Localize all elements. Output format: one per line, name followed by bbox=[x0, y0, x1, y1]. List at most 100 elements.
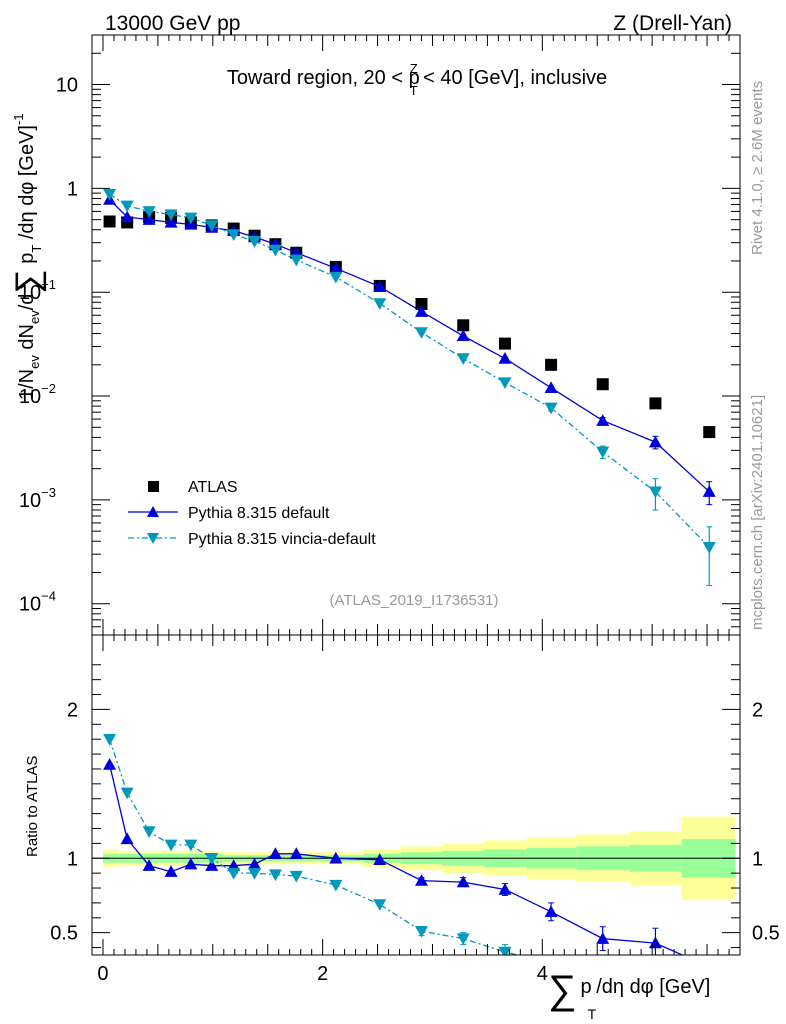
point-square bbox=[121, 216, 134, 229]
point-triangle-down bbox=[120, 200, 134, 213]
point-square bbox=[703, 426, 716, 439]
ratio-frame bbox=[91, 634, 741, 956]
ratio-point-triangle-up bbox=[456, 875, 470, 888]
point-triangle-up bbox=[596, 414, 610, 426]
ratio-point-triangle-down bbox=[227, 867, 241, 880]
point-triangle-up bbox=[373, 280, 387, 292]
ratio-tick-label-left: 0.5 bbox=[50, 923, 78, 945]
x-tick-label: 0 bbox=[97, 963, 108, 985]
point-square bbox=[457, 319, 470, 332]
ratio-point-triangle-down bbox=[205, 853, 219, 865]
point-square bbox=[498, 337, 511, 350]
series-line-1 bbox=[109, 199, 710, 493]
legend-label-default: Pythia 8.315 default bbox=[188, 505, 330, 522]
main-ticks: 10 1 10−1 10−2 10−3 10−4 bbox=[19, 34, 741, 636]
ratio-point-triangle-down bbox=[248, 867, 262, 880]
x-axis-title: ∑ p T/dη dφ [GeV] bbox=[548, 968, 710, 1022]
ratio-point-triangle-down bbox=[456, 933, 470, 946]
point-triangle-up bbox=[498, 352, 512, 364]
point-triangle-down bbox=[596, 446, 610, 459]
point-triangle-up bbox=[544, 381, 558, 394]
point-triangle-down bbox=[414, 327, 428, 339]
point-triangle-down bbox=[248, 236, 262, 248]
point-triangle-down bbox=[498, 377, 512, 390]
header-right: Z (Drell-Yan) bbox=[613, 12, 732, 35]
point-triangle-up bbox=[120, 210, 134, 223]
point-triangle-down bbox=[142, 206, 156, 218]
rivet-label: Rivet 4.1.0, ≥ 2.6M events bbox=[749, 81, 766, 255]
point-triangle-up bbox=[648, 435, 662, 448]
point-square bbox=[545, 358, 558, 371]
ratio-point-triangle-up bbox=[205, 859, 219, 871]
ratio-tick-label-right: 1 bbox=[752, 848, 763, 870]
ratio-point-triangle-up bbox=[248, 857, 262, 870]
y-tick-label: 10−3 bbox=[19, 485, 56, 512]
ratio-point-triangle-down bbox=[498, 946, 512, 955]
header-left: 13000 GeV pp bbox=[105, 12, 240, 35]
point-triangle-down bbox=[164, 209, 178, 222]
point-triangle-down bbox=[184, 212, 198, 225]
ratio-ticks: 2 2 1 1 0.5 0.5 0 2 4 bbox=[50, 635, 780, 985]
legend-marker-atlas bbox=[148, 481, 159, 492]
ratio-point-triangle-up bbox=[289, 847, 303, 859]
point-triangle-down bbox=[289, 254, 303, 267]
point-triangle-down bbox=[544, 402, 558, 415]
ratio-point-triangle-up bbox=[373, 853, 387, 865]
ratio-point-triangle-up bbox=[544, 905, 558, 918]
y-tick-label: 1 bbox=[67, 178, 78, 200]
point-triangle-up bbox=[142, 213, 156, 225]
ratio-point-triangle-up bbox=[498, 883, 512, 895]
legend-label-atlas: ATLAS bbox=[188, 479, 238, 496]
point-triangle-down bbox=[373, 298, 387, 310]
ratio-point-triangle-up bbox=[268, 847, 282, 859]
legend-marker-vincia bbox=[147, 533, 159, 544]
ratio-point-triangle-down bbox=[373, 899, 387, 911]
ratio-axis-title: Ratio to ATLAS bbox=[24, 756, 41, 857]
point-triangle-down bbox=[329, 271, 343, 284]
point-triangle-down bbox=[702, 542, 716, 554]
ratio-point-triangle-down bbox=[103, 733, 117, 746]
ratio-point-triangle-up bbox=[414, 874, 428, 886]
point-triangle-down bbox=[268, 244, 282, 257]
point-triangle-down bbox=[227, 229, 241, 241]
main-panel: 10 1 10−1 10−2 10−3 10−4 bbox=[19, 34, 741, 636]
ratio-point-triangle-down bbox=[142, 826, 156, 838]
ratio-point-triangle-up bbox=[703, 960, 716, 972]
mcplots-label: mcplots.cern.ch [arXiv:2401.10621] bbox=[749, 395, 766, 630]
point-square bbox=[596, 378, 609, 391]
legend: ATLAS Pythia 8.315 default Pythia 8.315 … bbox=[128, 479, 376, 548]
ratio-panel: 2 2 1 1 0.5 0.5 0 2 4 bbox=[50, 634, 780, 985]
ratio-point-triangle-up bbox=[596, 932, 610, 944]
ratio-point-triangle-up bbox=[142, 859, 156, 871]
point-triangle-up bbox=[164, 215, 178, 228]
ratio-point-triangle-down bbox=[184, 839, 198, 852]
ratio-tick-label-right: 0.5 bbox=[752, 923, 780, 945]
point-triangle-up bbox=[702, 485, 716, 497]
point-triangle-down bbox=[205, 220, 219, 232]
legend-label-vincia: Pythia 8.315 vincia-default bbox=[188, 531, 376, 548]
ratio-point-triangle-up bbox=[103, 757, 117, 770]
y-tick-label: 10 bbox=[56, 75, 78, 97]
ratio-point-triangle-down bbox=[289, 870, 303, 883]
y-tick-label: 10−1 bbox=[19, 277, 56, 304]
ratio-point-triangle-down bbox=[120, 787, 134, 800]
point-triangle-up bbox=[456, 329, 470, 342]
ratio-point-triangle-up bbox=[329, 851, 343, 864]
ratio-point-triangle-up bbox=[184, 857, 198, 870]
x-tick-label: 2 bbox=[317, 963, 328, 985]
point-triangle-up bbox=[414, 305, 428, 317]
ratio-point-triangle-up bbox=[164, 865, 178, 877]
point-square bbox=[415, 298, 428, 311]
ratio-point-triangle-up bbox=[120, 832, 134, 845]
point-triangle-down bbox=[648, 486, 662, 499]
y-tick-label: 10−2 bbox=[19, 381, 56, 408]
legend-marker-default bbox=[147, 506, 159, 517]
y-tick-label: 10−4 bbox=[19, 589, 56, 616]
ratio-point-triangle-down bbox=[268, 869, 282, 882]
point-triangle-up bbox=[329, 261, 343, 274]
ratio-point-triangle-down bbox=[164, 839, 178, 852]
ratio-tick-label-right: 2 bbox=[752, 699, 763, 721]
ratio-point-triangle-down bbox=[414, 925, 428, 938]
point-square bbox=[103, 215, 116, 228]
